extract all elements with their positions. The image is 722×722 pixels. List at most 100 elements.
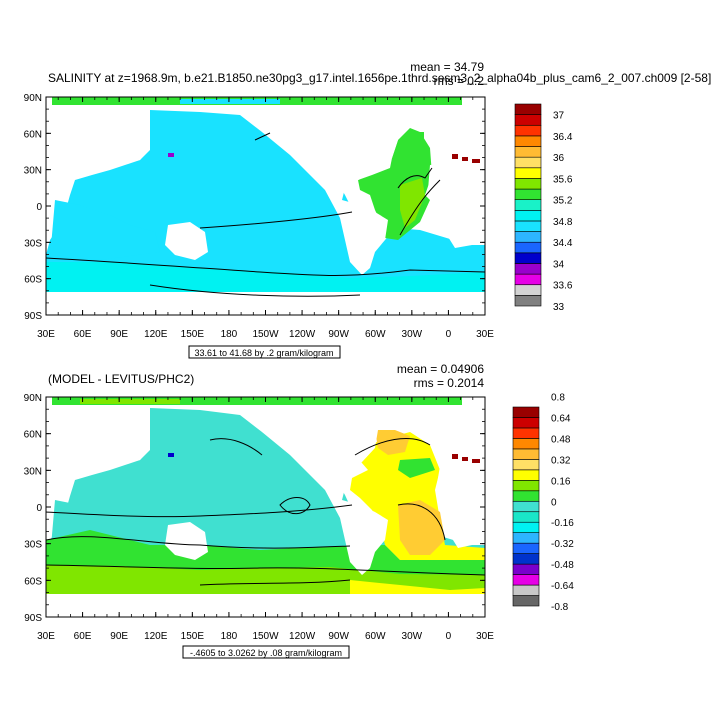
top-range-text: 33.61 to 41.68 by .2 gram/kilogram [194, 348, 333, 358]
colorbar-swatch [514, 103, 542, 115]
bottom-land-antarctica [46, 594, 485, 617]
colorbar-swatch [512, 563, 540, 575]
colorbar-swatch [514, 263, 542, 275]
top-rms: rms = 0.2 [434, 74, 485, 88]
bottom-land-australia [165, 522, 208, 560]
top-land-australia [165, 222, 208, 260]
x-tick-label: 30E [476, 329, 494, 340]
colorbar-swatch [514, 231, 542, 243]
x-tick-label: 30W [402, 631, 423, 642]
top-atlantic-high [400, 178, 425, 228]
colorbar-swatch [514, 220, 542, 232]
x-tick-label: 0 [446, 329, 452, 340]
colorbar-label: 34 [553, 259, 565, 270]
x-tick-label: 30W [402, 329, 423, 340]
colorbar-label: 0.32 [551, 455, 571, 466]
colorbar-swatch [512, 469, 540, 481]
top-title: SALINITY at z=1968.9m, b.e21.B1850.ne30p… [48, 71, 711, 85]
x-tick-label: 0 [446, 631, 452, 642]
top-colorbar: 33 33.6 34 34.4 34.8 35.2 35.6 36 36.4 37 [514, 103, 573, 313]
colorbar-swatch [514, 295, 542, 307]
x-tick-label: 150W [252, 329, 279, 340]
x-tick-label: 180 [221, 631, 238, 642]
y-tick-label: 90N [24, 393, 42, 404]
top-land-antarctica [46, 292, 485, 315]
bottom-panel: (MODEL - LEVITUS/PHC2) mean = 0.04906 rm… [24, 362, 574, 659]
colorbar-label: 0.16 [551, 476, 571, 487]
colorbar-swatch [514, 252, 542, 264]
colorbar-swatch [512, 417, 540, 429]
y-tick-label: 60N [24, 430, 42, 441]
colorbar-label: 33 [553, 302, 565, 313]
colorbar-swatch [512, 521, 540, 533]
x-tick-label: 150W [252, 631, 279, 642]
y-tick-label: 90S [24, 311, 42, 322]
x-tick-label: 120E [144, 631, 168, 642]
bottom-mean: mean = 0.04906 [397, 362, 484, 376]
colorbar-swatch [512, 574, 540, 586]
top-x-axis: 30E 60E 90E 120E 150E 180 150W 120W 90W 60W 30W 0 30… [37, 97, 494, 340]
colorbar-swatch [512, 459, 540, 471]
bottom-land-asia [46, 405, 150, 495]
bottom-x-axis: 30E 60E 90E 120E 150E 180 150W 120W 90W 60W 30W 0 30… [37, 397, 494, 642]
x-tick-label: 60W [365, 631, 386, 642]
x-tick-label: 180 [221, 329, 238, 340]
x-tick-label: 90E [110, 631, 128, 642]
colorbar-label: 35.6 [553, 174, 573, 185]
y-tick-label: 90N [24, 93, 42, 104]
y-tick-label: 90S [24, 613, 42, 624]
colorbar-label: 34.8 [553, 217, 573, 228]
bottom-atlantic-green [398, 458, 435, 478]
colorbar-swatch [514, 199, 542, 211]
bottom-land-africa [436, 462, 485, 548]
top-southern [46, 262, 485, 292]
colorbar-label: 35.2 [553, 196, 573, 207]
x-tick-label: 30E [476, 631, 494, 642]
top-range-box: 33.61 to 41.68 by .2 gram/kilogram [188, 345, 341, 359]
x-tick-label: 120E [144, 329, 168, 340]
colorbar-swatch [514, 114, 542, 126]
colorbar-swatch [514, 156, 542, 169]
bottom-range-box: -.4605 to 3.0262 by .08 gram/kilogram [182, 645, 350, 659]
x-tick-label: 90E [110, 329, 128, 340]
y-tick-label: 30N [24, 466, 42, 477]
colorbar-swatch [512, 595, 540, 607]
bottom-map [46, 397, 485, 617]
colorbar-swatch [514, 178, 542, 190]
colorbar-label: 33.6 [553, 281, 573, 292]
y-tick-label: 30S [24, 238, 42, 249]
colorbar-swatch [514, 284, 542, 296]
bottom-atlantic-orange2 [398, 500, 445, 555]
colorbar-label: 36 [553, 153, 565, 164]
top-land-americas [262, 125, 398, 275]
x-tick-label: 120W [289, 631, 316, 642]
colorbar-label: 0.48 [551, 434, 571, 445]
colorbar-swatch [512, 584, 540, 596]
colorbar-label: -0.8 [551, 602, 569, 613]
x-tick-label: 30E [37, 631, 55, 642]
colorbar-label: 0 [551, 497, 557, 508]
bottom-colorbar: -0.8 -0.64 -0.48 -0.32 -0.16 0 0.16 0.32 0.48 0.6… [512, 393, 574, 613]
bottom-land-americas [262, 425, 388, 575]
colorbar-swatch [514, 210, 542, 222]
bottom-rms: rms = 0.2014 [414, 376, 485, 390]
colorbar-label: -0.48 [551, 560, 574, 571]
colorbar-label: 37 [553, 111, 565, 122]
colorbar-swatch [514, 146, 542, 158]
y-tick-label: 0 [36, 503, 42, 514]
colorbar-swatch [514, 273, 542, 286]
x-tick-label: 60E [74, 329, 92, 340]
colorbar-label: 34.4 [553, 238, 573, 249]
colorbar-swatch [512, 438, 540, 450]
bottom-range-text: -.4605 to 3.0262 by .08 gram/kilogram [190, 648, 342, 658]
x-tick-label: 30E [37, 329, 55, 340]
top-mean: mean = 34.79 [410, 60, 484, 74]
x-tick-label: 90W [328, 631, 349, 642]
colorbar-swatch [514, 135, 542, 147]
top-map [46, 97, 485, 315]
colorbar-swatch [512, 427, 540, 439]
colorbar-swatch [512, 490, 540, 502]
colorbar-swatch [512, 448, 540, 460]
colorbar-label: -0.64 [551, 581, 574, 592]
